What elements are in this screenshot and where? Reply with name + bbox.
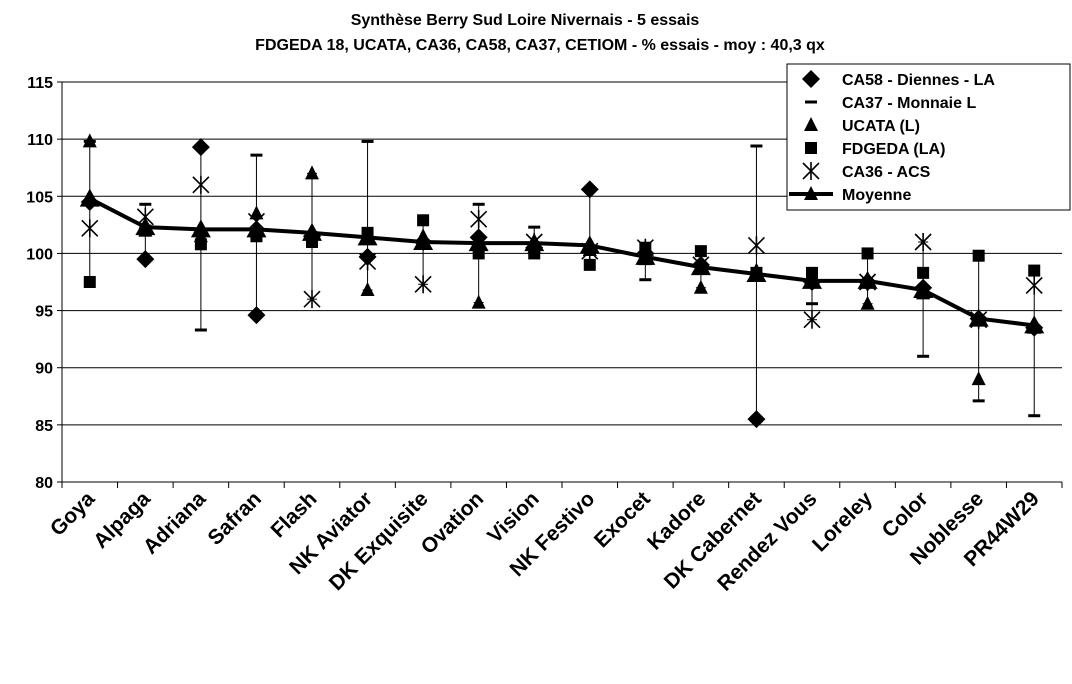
- x-category-label: DK Exquisite: [325, 487, 433, 595]
- data-point: [79, 188, 100, 207]
- data-point: [302, 222, 322, 241]
- data-point: [747, 236, 766, 255]
- legend-marker: [804, 117, 818, 131]
- legend-item: CA37 - Monnaie L: [805, 95, 976, 112]
- data-point: [579, 235, 600, 254]
- data-point: [471, 294, 486, 309]
- x-category-label: Adriana: [139, 487, 211, 559]
- data-point: [580, 180, 599, 199]
- legend-label: CA58 - Diennes - LA: [842, 72, 995, 89]
- data-point: [690, 257, 711, 276]
- y-tick-label: 115: [27, 75, 53, 92]
- data-point: [191, 138, 210, 157]
- data-point: [83, 276, 96, 288]
- y-tick-label: 100: [26, 246, 53, 263]
- legend-box: [786, 63, 1071, 211]
- y-tick-label: 105: [26, 189, 53, 206]
- data-point: [468, 233, 489, 252]
- data-point: [190, 219, 211, 238]
- data-point: [802, 270, 822, 289]
- legend-item: Moyenne: [789, 186, 911, 204]
- data-point: [747, 410, 766, 429]
- data-point: [635, 246, 656, 265]
- data-point: [1024, 315, 1045, 334]
- y-tick-label: 85: [35, 418, 53, 435]
- data-point: [194, 238, 207, 251]
- x-category-label: Rendez Vous: [713, 487, 821, 595]
- data-point: [968, 308, 989, 327]
- legend-item: CA58 - Diennes - LA: [802, 70, 995, 89]
- legend-marker: [804, 186, 818, 200]
- x-category-label: DK Cabernet: [660, 487, 766, 593]
- data-point: [413, 232, 434, 250]
- data-point: [693, 279, 708, 294]
- data-point: [357, 227, 378, 246]
- y-tick-label: 80: [35, 475, 53, 492]
- data-point: [470, 210, 488, 229]
- series-square: [83, 214, 1041, 288]
- data-point: [913, 280, 934, 298]
- x-category-label: Ovation: [417, 487, 489, 559]
- data-point: [1025, 276, 1043, 295]
- y-axis-ticks: 80 85 90 95 100 105 110 115: [26, 75, 53, 492]
- legend-item: FDGEDA (LA): [805, 141, 945, 158]
- legend-marker: [802, 162, 820, 180]
- data-point: [358, 252, 377, 271]
- data-point: [914, 233, 932, 251]
- data-point: [192, 175, 210, 194]
- data-point: [524, 233, 545, 252]
- data-point: [860, 295, 875, 310]
- data-point: [583, 258, 596, 271]
- legend-item: UCATA (L): [804, 117, 920, 135]
- data-point: [82, 133, 97, 148]
- data-point: [360, 282, 375, 296]
- legend-item: CA36 - ACS: [802, 162, 931, 181]
- legend-label: UCATA (L): [842, 118, 920, 135]
- data-point: [861, 247, 874, 260]
- x-category-label: Safran: [204, 487, 266, 549]
- legend-marker: [805, 142, 817, 154]
- series-group: [79, 133, 1045, 429]
- x-category-label: Exocet: [590, 487, 655, 552]
- data-point: [971, 371, 986, 386]
- data-point: [694, 245, 707, 258]
- x-category-label: Goya: [46, 487, 100, 541]
- legend-label: Moyenne: [842, 187, 911, 204]
- axes: [57, 81, 1063, 488]
- y-tick-label: 90: [35, 361, 53, 378]
- grid-lines: [62, 81, 1062, 426]
- data-point: [417, 214, 430, 227]
- data-point: [746, 264, 767, 282]
- legend: CA58 - Diennes - LA CA37 - Monnaie L UCATA…: [786, 63, 1071, 211]
- x-category-label: Loreley: [808, 487, 877, 556]
- data-point: [857, 270, 878, 289]
- data-point: [246, 219, 267, 238]
- data-point: [803, 310, 821, 329]
- data-point: [305, 165, 319, 180]
- chart-subtitle: FDGEDA 18, UCATA, CA36, CA58, CA37, CETI…: [255, 37, 825, 54]
- legend-label: FDGEDA (LA): [842, 141, 945, 158]
- data-point: [972, 249, 985, 262]
- legend-label: CA37 - Monnaie L: [842, 95, 976, 112]
- data-point: [136, 250, 155, 269]
- mean-line: [88, 196, 1035, 328]
- series-triangle-line: [79, 188, 1045, 334]
- legend-marker: [802, 70, 820, 88]
- data-point: [917, 266, 930, 279]
- legend-label: CA36 - ACS: [842, 164, 931, 181]
- data-point: [303, 290, 321, 309]
- chart-title: Synthèse Berry Sud Loire Nivernais - 5 e…: [351, 12, 700, 29]
- data-point: [1028, 264, 1041, 277]
- y-tick-label: 110: [27, 132, 53, 149]
- data-point: [247, 306, 266, 325]
- data-point: [81, 219, 99, 238]
- data-point: [414, 275, 432, 294]
- data-point: [135, 217, 156, 236]
- y-tick-label: 95: [35, 304, 53, 321]
